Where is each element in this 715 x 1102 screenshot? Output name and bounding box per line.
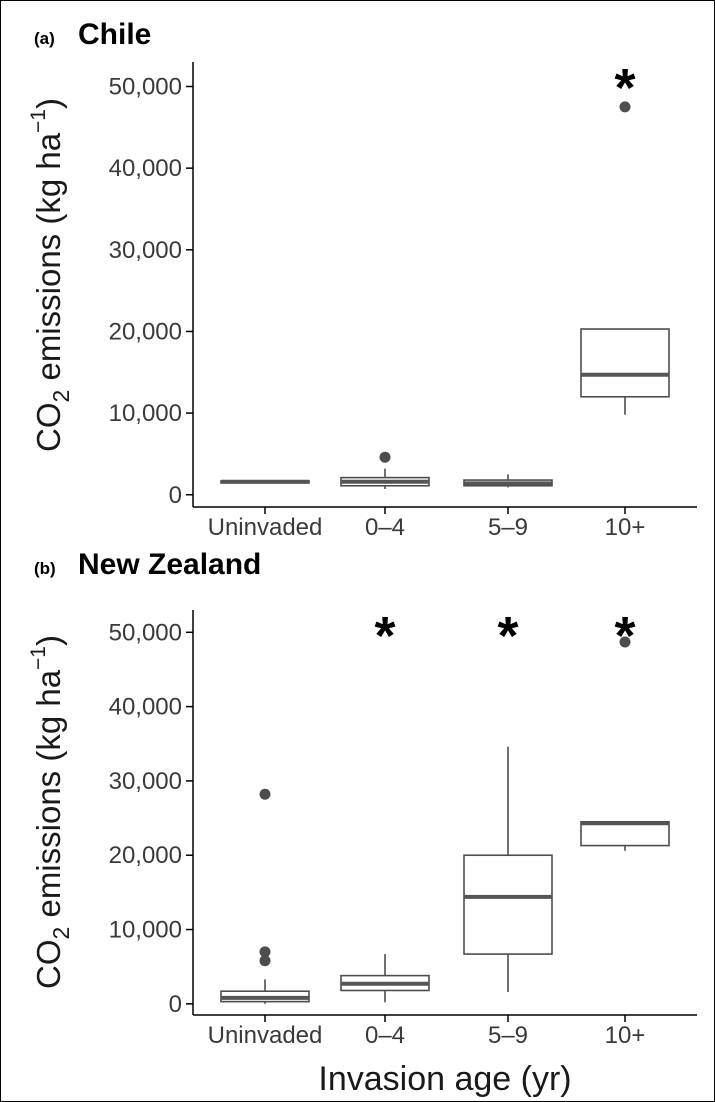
significance-asterisk: * xyxy=(374,606,395,666)
box-2 xyxy=(340,451,430,490)
panel-title: New Zealand xyxy=(78,548,261,581)
x-tick-label: 0–4 xyxy=(365,514,405,541)
y-axis-label-close: ) xyxy=(30,98,67,109)
panel-a: (a) Chile 0 10,000 20,000 30,000 40,000 50,000 U… xyxy=(27,18,697,541)
panel-label: (a) xyxy=(34,29,55,48)
x-tick-label: 5–9 xyxy=(488,514,528,541)
x-tick-label: 0–4 xyxy=(365,1022,405,1049)
y-axis-label-close: ) xyxy=(30,635,67,646)
box-rect xyxy=(580,328,670,398)
outlier-point xyxy=(259,788,271,800)
box-3 xyxy=(463,474,553,488)
y-axis-label-sub: 2 xyxy=(48,390,74,403)
x-tick-label: Uninvaded xyxy=(208,514,323,541)
outlier-point xyxy=(379,451,391,463)
box-1 xyxy=(220,788,310,1004)
y-axis-label: CO2 emissions (kg ha−1) xyxy=(27,98,74,452)
y-axis-label-sup: −1 xyxy=(27,646,50,670)
y-tick-label: 0 xyxy=(169,991,182,1018)
box-3 xyxy=(463,746,553,992)
y-tick-label: 10,000 xyxy=(109,400,182,427)
box-1 xyxy=(220,479,310,484)
x-tick-label: 10+ xyxy=(605,1022,646,1049)
outlier-point xyxy=(259,955,271,967)
outlier-point xyxy=(619,101,631,113)
y-axis-label-main: CO xyxy=(30,940,67,990)
x-tick-label: Uninvaded xyxy=(208,1022,323,1049)
panel-label: (b) xyxy=(34,559,56,578)
y-tick-label: 20,000 xyxy=(109,842,182,869)
y-tick-label: 40,000 xyxy=(109,155,182,182)
box-2 xyxy=(340,954,430,1003)
y-tick-label: 40,000 xyxy=(109,694,182,721)
box-rect xyxy=(463,854,553,955)
box-rect xyxy=(580,820,670,847)
outlier-point xyxy=(259,946,271,958)
y-axis-label-main: CO xyxy=(30,403,67,453)
x-axis-label: Invasion age (yr) xyxy=(318,1060,571,1098)
x-tick-label: 5–9 xyxy=(488,1022,528,1049)
y-tick-label: 10,000 xyxy=(109,917,182,944)
y-axis-label: CO2 emissions (kg ha−1) xyxy=(27,635,74,989)
outlier-point xyxy=(619,636,631,648)
y-tick-label: 0 xyxy=(169,482,182,509)
y-axis-label-sub: 2 xyxy=(48,927,74,940)
significance-asterisk: * xyxy=(614,606,635,666)
box-4 xyxy=(580,101,670,415)
significance-asterisk: * xyxy=(497,606,518,666)
y-tick-label: 50,000 xyxy=(109,73,182,100)
panel-title: Chile xyxy=(78,18,151,51)
y-tick-label: 30,000 xyxy=(109,768,182,795)
y-axis-label-rest: emissions (kg ha xyxy=(30,132,67,389)
box-4 xyxy=(580,636,670,851)
significance-asterisk: * xyxy=(614,58,635,118)
y-axis-label-rest: emissions (kg ha xyxy=(30,669,67,926)
y-tick-label: 50,000 xyxy=(109,619,182,646)
y-tick-label: 20,000 xyxy=(109,318,182,345)
y-axis-label-sup: −1 xyxy=(27,109,50,133)
y-tick-label: 30,000 xyxy=(109,237,182,264)
x-tick-label: 10+ xyxy=(605,514,646,541)
panel-b: (b) New Zealand 0 10,000 20,000 30,000 40,000 5… xyxy=(27,548,697,1098)
